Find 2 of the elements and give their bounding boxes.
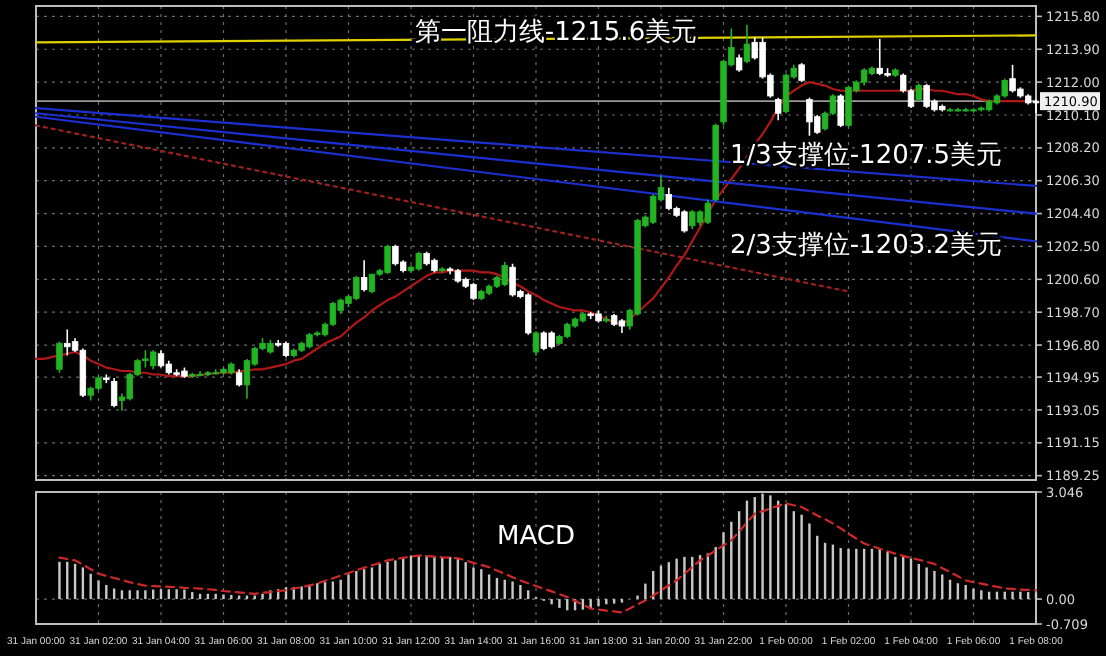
annotation: MACD bbox=[497, 522, 575, 553]
annotation: 2/3支撑位-1203.2美元 bbox=[729, 229, 1003, 261]
